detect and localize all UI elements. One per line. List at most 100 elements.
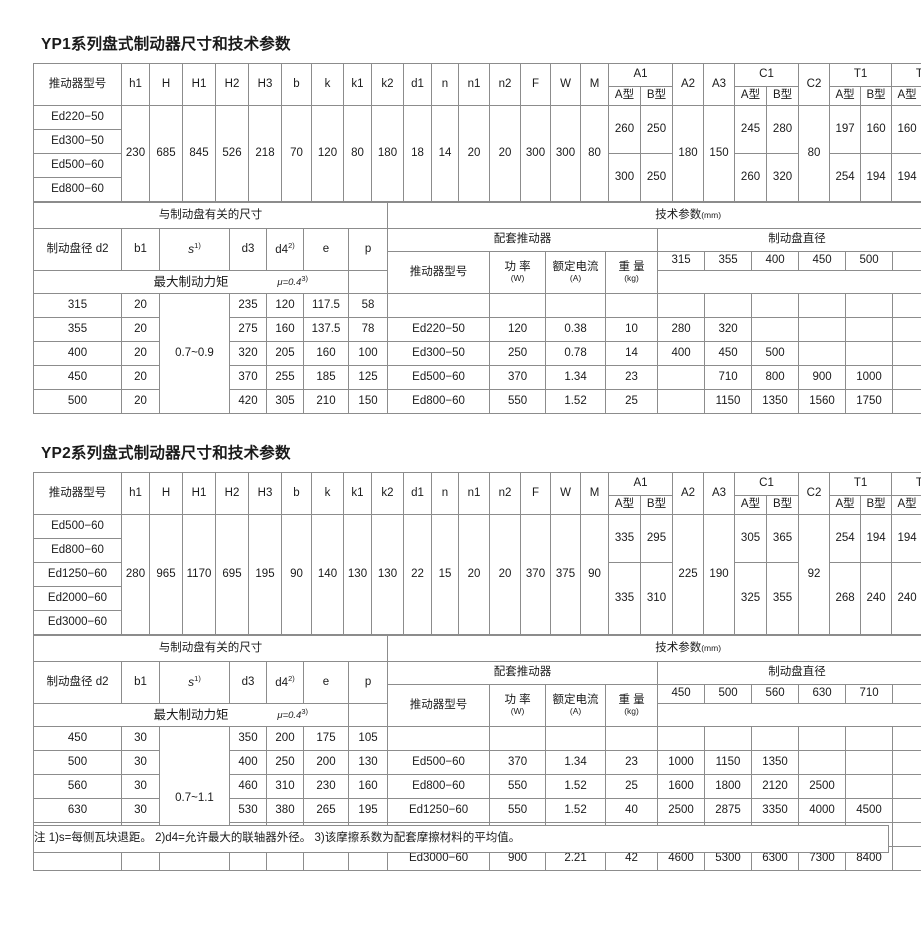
header-n: n <box>431 63 459 106</box>
cell-p: 130 <box>347 750 389 775</box>
cell-d3: 400 <box>229 750 267 775</box>
header-b1: b1 <box>121 661 160 704</box>
header-power: 功 率 (W) <box>489 251 547 294</box>
cell-torque-1 <box>657 365 706 390</box>
cell-A1-B: 250 <box>639 105 674 154</box>
cell-n: 15 <box>431 514 459 635</box>
table-row: Ed1250−60 335 310 325 355 268 240 240 26… <box>33 562 921 635</box>
cell-torque-4: 900 <box>798 365 847 390</box>
header-current-text: 额定电流 <box>552 694 599 706</box>
cell-torque-3: 3350 <box>751 798 800 823</box>
cell-d4: 380 <box>266 798 304 823</box>
cell-torque-1: 280 <box>657 317 706 342</box>
header-actuator-group: 配套推动器 <box>387 228 659 252</box>
header-current-text: 额定电流 <box>552 261 599 273</box>
header-A1: A1 <box>607 63 674 87</box>
header-b: b <box>281 63 312 106</box>
cell-A1-B: 310 <box>639 562 674 635</box>
cell-k1: 130 <box>343 514 372 635</box>
header-current-unit: (A) <box>569 273 582 284</box>
header-H1: H1 <box>182 472 216 515</box>
disc-header-row-main: 制动盘径 d2 b1 s1) d3 d42) e p 配套推动器 制动盘直径 整… <box>33 661 921 704</box>
cell-torque-4 <box>798 293 847 318</box>
disc-header-row-main: 制动盘径 d2 b1 s1) d3 d42) e p 配套推动器 制动盘直径 整… <box>33 228 921 271</box>
header-n2: n2 <box>489 63 521 106</box>
cell-torque-6 <box>892 750 921 775</box>
cell-torque-5 <box>845 341 894 366</box>
cell-C1-A: 325 <box>734 562 768 635</box>
cell-torque-4 <box>798 341 847 366</box>
cell-torque-6 <box>892 317 921 342</box>
cell-torque-3 <box>751 317 800 342</box>
cell-actuator-model: Ed500−60 <box>387 750 491 775</box>
cell-torque-2 <box>704 726 753 751</box>
cell-d2: 355 <box>33 317 122 342</box>
header-disc-col-1: 315 <box>657 251 706 271</box>
cell-current <box>545 726 607 751</box>
band-right-text: 技术参数 <box>655 208 702 221</box>
table-header-row-sub: A型 B型 A型 B型 A型 B型 A型 B型 <box>34 86 921 106</box>
header-current-unit: (A) <box>569 706 582 717</box>
cell-d4: 205 <box>266 341 304 366</box>
cell-torque-6 <box>892 798 921 823</box>
cell-d4: 120 <box>266 293 304 318</box>
header-disc-group: 制动盘直径 <box>657 228 921 252</box>
cell-e: 210 <box>303 389 349 414</box>
header-power-unit: (W) <box>510 273 525 284</box>
mu-superscript: 3) <box>301 273 308 283</box>
header-model: 推动器型号 <box>33 63 122 106</box>
cell-A2: 225 <box>672 514 705 635</box>
cell-T1-A: 254 <box>829 514 862 563</box>
cell-d3: 320 <box>229 341 267 366</box>
cell-d2: 500 <box>33 750 122 775</box>
header-s: s1) <box>159 661 230 704</box>
header-d1: d1 <box>403 472 432 515</box>
header-T2-typeA: A型 <box>891 495 921 515</box>
header-d3: d3 <box>229 228 267 271</box>
cell-p: 160 <box>347 774 389 799</box>
cell-p: 125 <box>347 365 389 390</box>
band-left-label: 与制动盘有关的尺寸 <box>32 202 389 229</box>
table-row: 315 20 0.7~0.9 235 120 117.5 58 <box>33 293 921 414</box>
mu-text: μ=0.4 <box>277 277 302 289</box>
table-row: Ed220−50 230 685 845 526 218 70 120 80 1… <box>33 105 921 202</box>
cell-torque-3: 500 <box>751 341 800 366</box>
table-row: 500 20 420 305 210 150 Ed800−60 550 1.52… <box>33 389 921 414</box>
cell-power: 550 <box>489 798 547 823</box>
cell-A2: 180 <box>672 105 705 202</box>
cell-torque-2: 710 <box>704 365 753 390</box>
header-actuator-group: 配套推动器 <box>387 661 659 685</box>
cell-h1: 230 <box>121 105 150 202</box>
header-disc-col-3: 400 <box>751 251 800 271</box>
band-left-label: 与制动盘有关的尺寸 <box>32 635 389 662</box>
table-row: Ed3000−60 <box>33 610 921 635</box>
cell-actuator-model: Ed800−60 <box>387 389 491 414</box>
cell-C1-A: 305 <box>734 514 768 563</box>
cell-d3: 370 <box>229 365 267 390</box>
cell-A1-B: 250 <box>639 153 674 202</box>
header-W: W <box>550 472 581 515</box>
header-A1-typeB: B型 <box>639 86 674 106</box>
footnote-text: 注 1)s=每侧瓦块退距。 2)d4=允许最大的联轴器外径。 3)该摩擦系数为配… <box>33 825 889 853</box>
header-p: p <box>347 228 389 271</box>
cell-torque-2: 1150 <box>704 750 753 775</box>
header-weight-unit: (kg) <box>624 706 639 717</box>
cell-b: 70 <box>281 105 312 202</box>
cell-weight <box>605 293 659 318</box>
cell-torque-6 <box>892 341 921 366</box>
header-C1-typeA: A型 <box>734 86 768 106</box>
cell-torque-3 <box>751 726 800 751</box>
cell-torque-2: 1150 <box>704 389 753 414</box>
band-header-row: 与制动盘有关的尺寸 技术参数(mm) <box>32 635 921 662</box>
cell-weight: 10 <box>605 317 659 342</box>
cell-torque-2: 450 <box>704 341 753 366</box>
cell-torque-4: 1560 <box>798 389 847 414</box>
cell-H1: 1170 <box>182 514 216 635</box>
cell-p: 78 <box>347 317 389 342</box>
cell-H2: 526 <box>215 105 249 202</box>
table-row: Ed800−60 <box>33 177 921 202</box>
header-d4-text: d4 <box>275 676 289 689</box>
cell-n2: 20 <box>489 514 521 635</box>
header-T2-typeA: A型 <box>891 86 921 106</box>
header-power-text: 功 率 <box>504 261 531 273</box>
